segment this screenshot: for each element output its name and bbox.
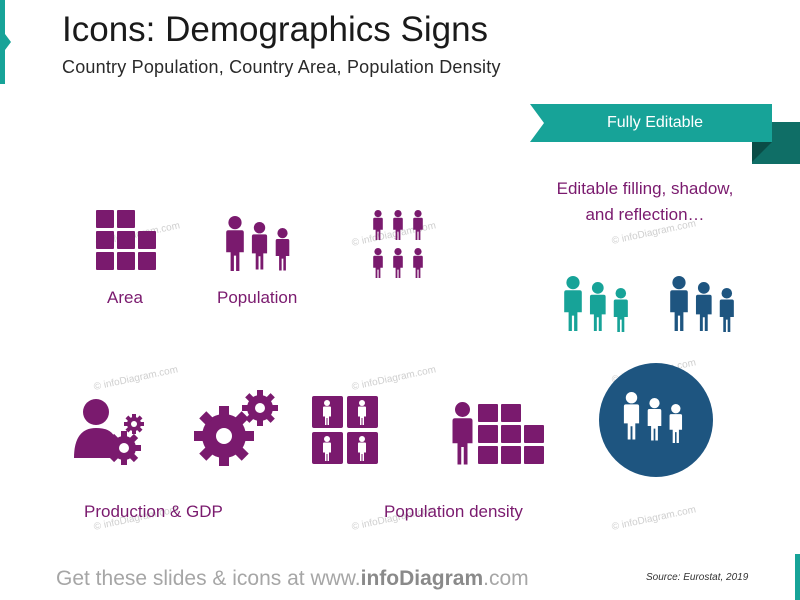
editable-note: Editable filling, shadow, and reflection…	[520, 176, 770, 228]
page-title: Icons: Demographics Signs	[62, 10, 489, 49]
production-person-gears-icon	[74, 399, 144, 465]
person-area-icon	[452, 402, 544, 465]
editable-note-line-2: and reflection…	[585, 205, 705, 224]
left-accent-bar	[0, 0, 5, 84]
ribbon-shadow	[752, 142, 772, 162]
corner-accent-bar	[795, 554, 800, 600]
density-boxes-icon	[312, 396, 378, 464]
caption-population-density: Population density	[384, 502, 523, 521]
caption-production: Production & GDP	[84, 502, 223, 521]
footer-link[interactable]: Get these slides & icons at www.infoDiag…	[56, 567, 529, 591]
ribbon-banner	[530, 104, 772, 142]
people-teal-icon	[564, 276, 628, 332]
left-accent-notch	[5, 34, 11, 50]
ribbon-label: Fully Editable	[606, 114, 704, 131]
area-grid-icon	[96, 210, 156, 270]
footer-prefix: Get these slides & icons at www.	[56, 567, 361, 590]
population-people-icon	[226, 216, 290, 271]
caption-population: Population	[217, 288, 298, 307]
footer-suffix: .com	[483, 567, 529, 590]
editable-note-line-1: Editable filling, shadow,	[556, 179, 734, 198]
people-circle-icon	[599, 363, 713, 477]
population-density-icon	[373, 210, 423, 278]
footer-brand: infoDiagram	[360, 567, 484, 590]
watermark: © infoDiagram.com	[610, 504, 698, 533]
watermark: © infoDiagram.com	[92, 364, 180, 393]
people-blue-icon	[670, 276, 734, 332]
source-note: Source: Eurostat, 2019	[646, 572, 749, 583]
caption-area: Area	[107, 288, 143, 307]
gears-icon	[194, 390, 278, 466]
page-subtitle: Country Population, Country Area, Popula…	[62, 57, 501, 77]
watermark: © infoDiagram.com	[350, 364, 438, 393]
